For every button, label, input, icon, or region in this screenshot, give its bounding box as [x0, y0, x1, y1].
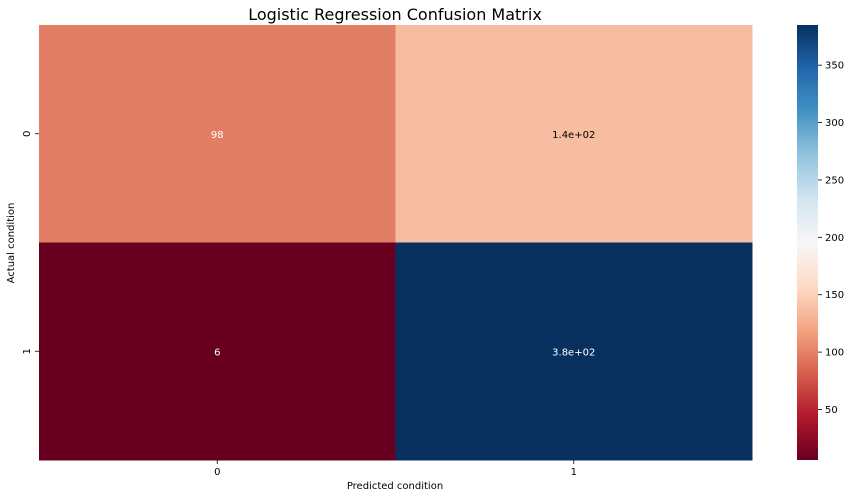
colorbar-tick-label: 50: [825, 405, 838, 416]
colorbar-tick-label: 100: [825, 348, 844, 359]
heatmap-cell-1-0: [39, 242, 396, 461]
heatmap-annotations: 98 1.4e+02 6 3.8e+02: [211, 130, 595, 359]
y-axis-ticks: 01: [22, 131, 39, 354]
colorbar-tick-label: 250: [825, 175, 844, 186]
colorbar-tick-label: 150: [825, 290, 844, 301]
colorbar-tick-label: 350: [825, 61, 844, 72]
y-tick-label: 0: [22, 131, 33, 137]
heatmap-cell-1-1: [395, 242, 753, 461]
y-axis-label: Actual condition: [6, 203, 17, 284]
colorbar-ticks: 50 100 150 200 250 300 350: [818, 61, 844, 416]
cell-annotation-1-1: 3.8e+02: [552, 347, 595, 358]
heatmap-cell-0-0: [39, 25, 396, 243]
x-tick-label: 0: [214, 467, 220, 478]
colorbar-tick-label: 300: [825, 118, 844, 129]
colorbar: [797, 25, 818, 460]
cell-annotation-0-1: 1.4e+02: [552, 130, 595, 141]
cell-annotation-0-0: 98: [211, 130, 224, 141]
chart-title: Logistic Regression Confusion Matrix: [248, 5, 542, 24]
heatmap-cells: [39, 25, 753, 461]
x-tick-label: 1: [571, 467, 577, 478]
colorbar-tick-label: 200: [825, 233, 844, 244]
y-tick-label: 1: [22, 348, 33, 354]
heatmap-cell-0-1: [395, 25, 753, 243]
cell-annotation-1-0: 6: [214, 347, 220, 358]
x-axis-label: Predicted condition: [347, 481, 443, 492]
